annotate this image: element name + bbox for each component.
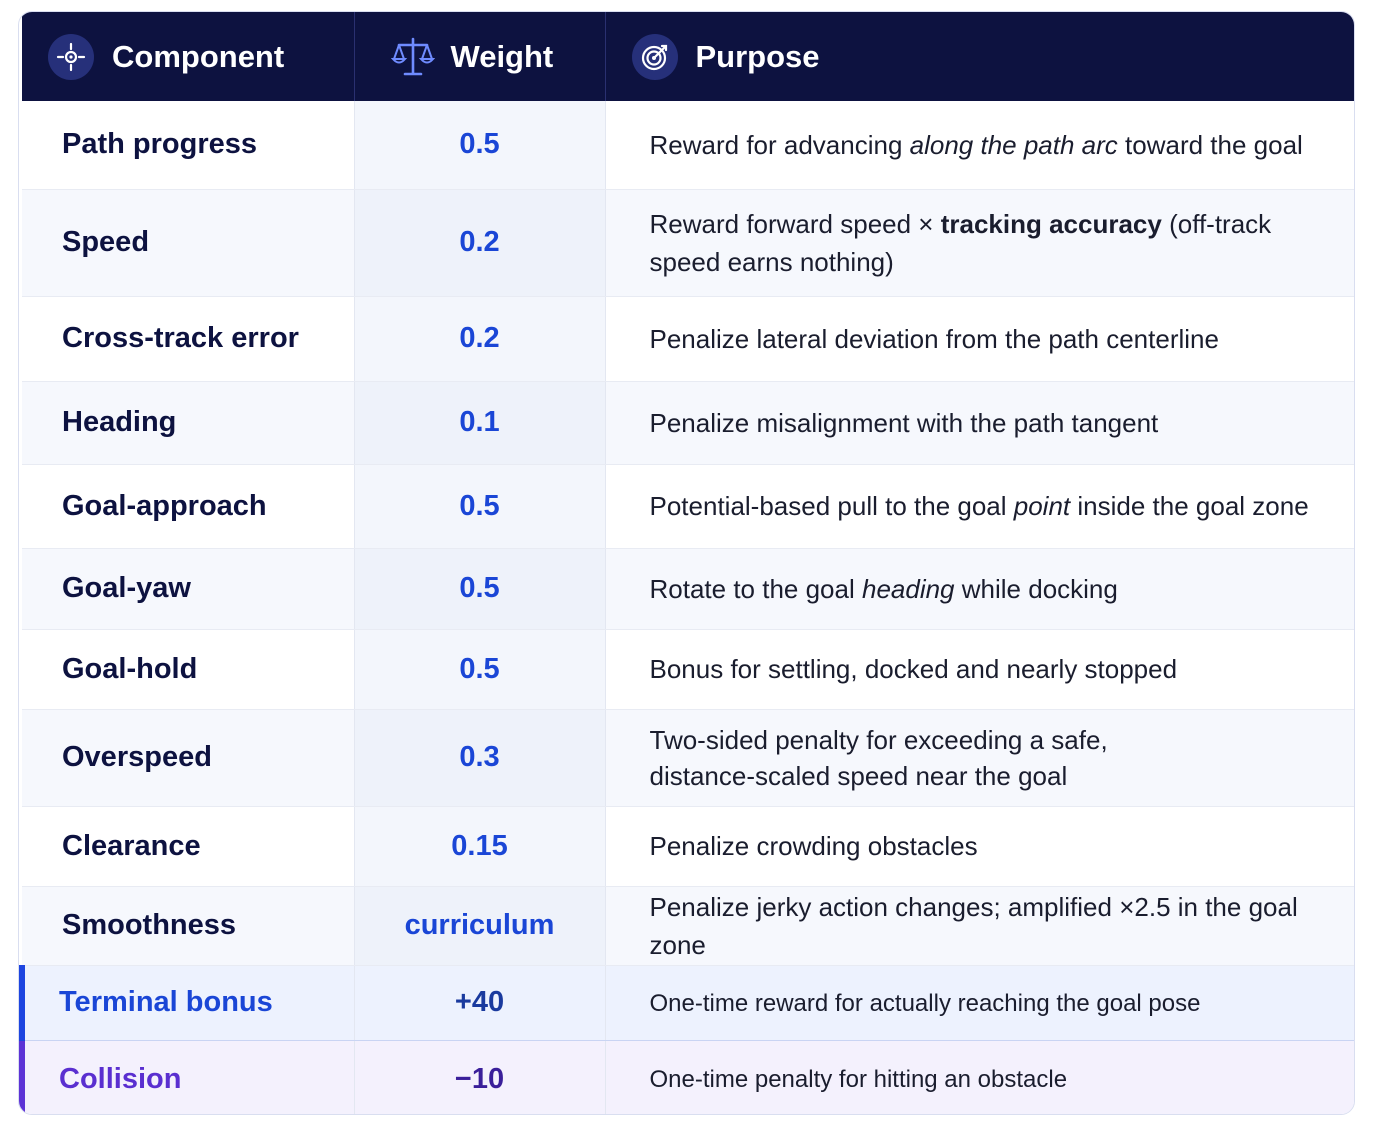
table-header: Component Weight (22, 12, 1354, 101)
purpose-text: Potential-based pull to the goal point i… (605, 464, 1354, 549)
purpose-text: Rotate to the goal heading while docking (605, 548, 1354, 630)
table-row: Speed 0.2 Reward forward speed × trackin… (22, 189, 1354, 297)
table-row: Goal-approach 0.5 Potential-based pull t… (22, 464, 1354, 549)
purpose-segment: (off-track (1161, 208, 1272, 239)
weight-value: 0.5 (354, 629, 606, 710)
purpose-text: Bonus for settling, docked and nearly st… (605, 629, 1354, 710)
component-name: Goal-yaw (22, 548, 355, 630)
weight-value: 0.2 (354, 189, 606, 297)
table-row: Clearance 0.15 Penalize crowding obstacl… (22, 806, 1354, 887)
purpose-segment: while docking (954, 573, 1118, 604)
purpose-segment: toward the goal (1117, 129, 1303, 160)
purpose-text: Penalize lateral deviation from the path… (605, 296, 1354, 382)
header-component-label: Component (112, 38, 285, 74)
table-row: Smoothness curriculum Penalize jerky act… (22, 886, 1354, 966)
purpose-strong: tracking accuracy (940, 208, 1162, 239)
header-purpose: Purpose (605, 12, 1354, 101)
component-name: Cross-track error (22, 296, 355, 382)
table-body: Path progress 0.5 Reward for advancing a… (19, 101, 1354, 1114)
weight-value: 0.15 (354, 806, 606, 887)
purpose-segment: speed earns nothing) (649, 246, 894, 277)
weight-value: 0.3 (354, 709, 606, 807)
target-icon (631, 33, 678, 80)
table-row: Overspeed 0.3 Two-sided penalty for exce… (22, 709, 1354, 807)
purpose-text: Reward for advancing along the path arc … (605, 101, 1354, 190)
component-name: Speed (22, 189, 355, 297)
weight-value: curriculum (354, 886, 606, 966)
purpose-emphasis: point (1013, 491, 1071, 521)
header-purpose-label: Purpose (695, 38, 820, 74)
purpose-text: One-time reward for actually reaching th… (605, 965, 1354, 1041)
purpose-text: Penalize crowding obstacles (605, 806, 1354, 887)
weight-value: −10 (354, 1040, 606, 1114)
component-name: Goal-approach (22, 464, 355, 549)
purpose-segment: One-time reward for actually reaching th… (649, 989, 1201, 1017)
purpose-emphasis: along the path arc (909, 129, 1118, 160)
reward-table: Component Weight (19, 12, 1354, 1114)
table-row-collision: Collision −10 One-time penalty for hitti… (19, 1040, 1354, 1114)
header-weight-label: Weight (450, 38, 554, 74)
purpose-segment: Reward for advancing (649, 129, 910, 160)
purpose-segment: Potential-based pull to the goal (649, 491, 1014, 521)
crosshair-icon (48, 33, 94, 80)
purpose-segment: Reward forward speed × (649, 208, 941, 239)
reward-components-table: Component Weight (18, 11, 1355, 1115)
weight-value: 0.5 (354, 548, 606, 630)
component-name: Clearance (22, 806, 355, 887)
table-row: Heading 0.1 Penalize misalignment with t… (22, 381, 1354, 465)
purpose-text: Penalize misalignment with the path tang… (605, 381, 1354, 465)
component-name: Goal-hold (22, 629, 355, 710)
purpose-emphasis: heading (861, 573, 955, 604)
weight-value: 0.2 (354, 296, 606, 382)
purpose-text: Penalize jerky action changes; amplified… (605, 886, 1354, 966)
header-component: Component (22, 12, 355, 101)
table-row: Goal-yaw 0.5 Rotate to the goal heading … (22, 548, 1354, 630)
component-name: Terminal bonus (19, 965, 355, 1041)
purpose-text: Reward forward speed × tracking accuracy… (605, 189, 1354, 297)
component-name: Collision (19, 1040, 355, 1114)
component-name: Heading (22, 381, 355, 465)
table-row: Goal-hold 0.5 Bonus for settling, docked… (22, 629, 1354, 710)
scales-icon (390, 34, 435, 80)
purpose-segment: One-time penalty for hitting an obstacle (649, 1066, 1068, 1094)
weight-value: 0.5 (354, 464, 606, 549)
table-row: Cross-track error 0.2 Penalize lateral d… (22, 296, 1354, 382)
weight-value: 0.5 (354, 101, 606, 190)
purpose-segment: Rotate to the goal (649, 573, 862, 604)
purpose-segment: Two-sided penalty for exceeding a safe, (649, 724, 1108, 755)
component-name: Smoothness (22, 886, 355, 966)
weight-value: +40 (354, 965, 606, 1041)
table-row-terminal-bonus: Terminal bonus +40 One-time reward for a… (19, 965, 1354, 1041)
table-row: Path progress 0.5 Reward for advancing a… (22, 101, 1354, 190)
weight-value: 0.1 (354, 381, 606, 465)
purpose-segment: inside the goal zone (1070, 491, 1309, 521)
purpose-text: One-time penalty for hitting an obstacle (605, 1040, 1354, 1114)
component-name: Overspeed (22, 709, 355, 807)
purpose-text: Two-sided penalty for exceeding a safe, d… (605, 709, 1354, 807)
header-weight: Weight (354, 12, 606, 101)
purpose-segment: distance-scaled speed near the goal (649, 760, 1068, 791)
component-name: Path progress (22, 101, 355, 190)
